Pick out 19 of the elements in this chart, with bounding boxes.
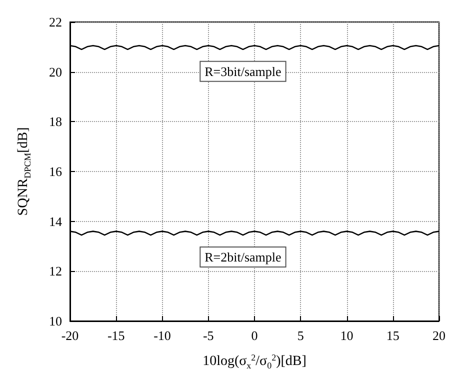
x-tick-label: 5	[297, 328, 304, 343]
y-tick-label: 20	[49, 64, 62, 80]
x-tick-label: 15	[386, 328, 400, 343]
y-tick-label: 18	[49, 114, 62, 130]
series-label: R=2bit/sample	[204, 250, 282, 265]
y-tick-label: 16	[49, 164, 62, 179]
y-tick-label: 12	[49, 264, 62, 279]
y-axis-title: SQNRDPCM[dB]	[16, 127, 32, 216]
series-label: R=3bit/sample	[204, 64, 282, 79]
x-tick-label: 10	[340, 328, 354, 343]
x-tick-label: -10	[154, 328, 171, 343]
x-tick-label: 20	[432, 328, 446, 343]
x-tick-label: -5	[202, 328, 214, 343]
x-tick-label: -20	[61, 328, 79, 343]
y-tick-label: 22	[49, 14, 62, 30]
y-tick-label: 10	[49, 314, 62, 328]
y-tick-label: 14	[49, 214, 62, 229]
x-tick-label: -15	[107, 328, 125, 343]
x-tick-label: 0	[251, 328, 258, 343]
